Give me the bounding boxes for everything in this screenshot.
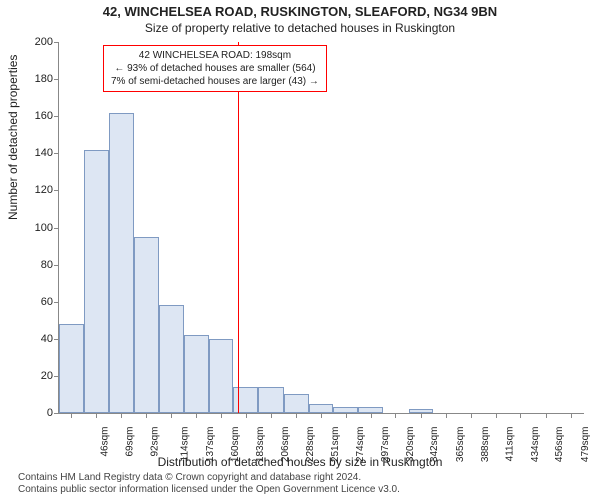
x-tick-mark <box>496 413 497 418</box>
y-tick-label: 0 <box>23 407 53 419</box>
y-tick-mark <box>54 265 59 266</box>
x-tick-mark <box>296 413 297 418</box>
chart-container: 42, WINCHELSEA ROAD, RUSKINGTON, SLEAFOR… <box>0 0 600 500</box>
footer-line-2: Contains public sector information licen… <box>18 484 400 496</box>
x-tick-label: 183sqm <box>255 427 266 463</box>
x-tick-label: 320sqm <box>405 427 416 463</box>
y-tick-mark <box>54 153 59 154</box>
x-tick-mark <box>421 413 422 418</box>
x-tick-mark <box>321 413 322 418</box>
x-tick-mark <box>271 413 272 418</box>
histogram-bar <box>284 394 309 413</box>
x-tick-mark <box>446 413 447 418</box>
y-tick-label: 120 <box>23 184 53 196</box>
marker-line <box>238 42 239 413</box>
y-tick-label: 80 <box>23 259 53 271</box>
x-tick-label: 388sqm <box>480 427 491 463</box>
x-tick-label: 411sqm <box>504 427 515 462</box>
x-tick-mark <box>71 413 72 418</box>
info-box: 42 WINCHELSEA ROAD: 198sqm← 93% of detac… <box>103 45 327 92</box>
x-tick-label: 206sqm <box>280 427 291 463</box>
x-tick-mark <box>520 413 521 418</box>
y-tick-mark <box>54 42 59 43</box>
x-tick-label: 137sqm <box>205 427 216 463</box>
chart-subtitle: Size of property relative to detached ho… <box>0 21 600 35</box>
y-tick-mark <box>54 376 59 377</box>
histogram-bar <box>159 305 184 413</box>
x-tick-mark <box>571 413 572 418</box>
x-tick-mark <box>196 413 197 418</box>
info-box-line: 7% of semi-detached houses are larger (4… <box>111 75 319 88</box>
histogram-bar <box>134 237 159 413</box>
chart-title: 42, WINCHELSEA ROAD, RUSKINGTON, SLEAFOR… <box>0 4 600 19</box>
histogram-bar <box>258 387 283 413</box>
x-tick-mark <box>346 413 347 418</box>
y-tick-mark <box>54 79 59 80</box>
y-axis-label: Number of detached properties <box>6 55 20 220</box>
x-tick-label: 46sqm <box>100 427 111 457</box>
x-tick-label: 342sqm <box>430 427 441 463</box>
y-tick-mark <box>54 339 59 340</box>
y-tick-mark <box>54 116 59 117</box>
bars-layer <box>59 42 584 413</box>
y-tick-label: 20 <box>23 370 53 382</box>
y-tick-mark <box>54 413 59 414</box>
footer-line-1: Contains HM Land Registry data © Crown c… <box>18 472 400 484</box>
x-tick-mark <box>96 413 97 418</box>
x-tick-label: 160sqm <box>230 427 241 463</box>
x-tick-mark <box>395 413 396 418</box>
y-tick-mark <box>54 228 59 229</box>
info-box-line: 42 WINCHELSEA ROAD: 198sqm <box>111 49 319 62</box>
x-tick-label: 114sqm <box>179 427 190 462</box>
histogram-bar <box>84 150 109 413</box>
histogram-bar <box>109 113 133 414</box>
y-tick-label: 40 <box>23 333 53 345</box>
x-tick-mark <box>246 413 247 418</box>
x-tick-mark <box>371 413 372 418</box>
x-tick-mark <box>171 413 172 418</box>
y-tick-label: 60 <box>23 296 53 308</box>
histogram-bar <box>209 339 233 413</box>
x-tick-label: 92sqm <box>150 427 161 457</box>
x-tick-label: 456sqm <box>555 427 566 463</box>
chart-footer: Contains HM Land Registry data © Crown c… <box>18 472 400 496</box>
y-tick-label: 160 <box>23 110 53 122</box>
x-tick-mark <box>146 413 147 418</box>
x-tick-label: 479sqm <box>580 427 591 463</box>
histogram-bar <box>59 324 84 413</box>
x-tick-mark <box>221 413 222 418</box>
histogram-bar <box>184 335 209 413</box>
y-tick-mark <box>54 302 59 303</box>
x-tick-mark <box>121 413 122 418</box>
y-tick-label: 100 <box>23 222 53 234</box>
histogram-bar <box>309 404 333 413</box>
x-tick-label: 297sqm <box>380 427 391 463</box>
x-tick-mark <box>546 413 547 418</box>
info-box-line: ← 93% of detached houses are smaller (56… <box>111 62 319 75</box>
x-tick-label: 434sqm <box>530 427 541 463</box>
x-tick-label: 274sqm <box>355 427 366 463</box>
x-tick-label: 69sqm <box>125 427 136 457</box>
y-tick-label: 180 <box>23 73 53 85</box>
x-tick-label: 251sqm <box>330 427 341 463</box>
y-tick-label: 140 <box>23 147 53 159</box>
y-tick-label: 200 <box>23 36 53 48</box>
x-tick-mark <box>471 413 472 418</box>
x-tick-label: 365sqm <box>455 427 466 463</box>
x-tick-label: 228sqm <box>305 427 316 463</box>
y-tick-mark <box>54 190 59 191</box>
plot-area: 02040608010012014016018020046sqm69sqm92s… <box>58 42 584 414</box>
